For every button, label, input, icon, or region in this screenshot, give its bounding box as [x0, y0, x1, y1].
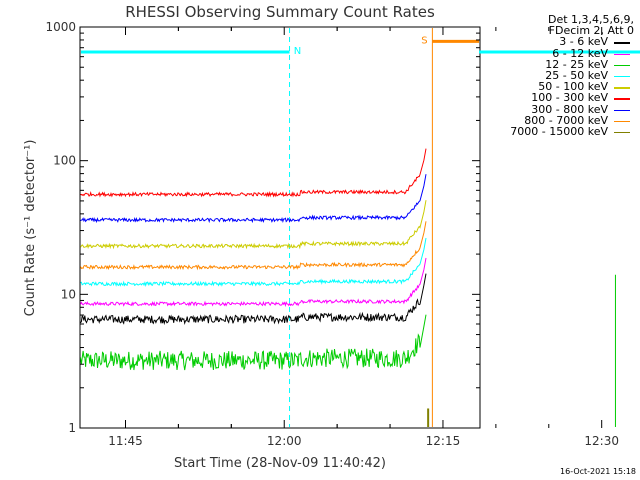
y-tick-label: 10 — [61, 287, 76, 301]
legend: Det 1,3,4,5,6,9, FDecim 2, Att 0 3 - 6 k… — [484, 14, 634, 137]
legend-swatch — [614, 109, 630, 112]
series-3-6-kev-pre — [80, 273, 427, 326]
x-tick-label: 12:00 — [267, 434, 302, 448]
legend-swatch — [614, 75, 630, 78]
y-axis-label: Count Rate (s⁻¹ detector⁻¹) — [23, 140, 38, 317]
flag-label-s: S — [421, 35, 427, 46]
series-25-50-kev-pre — [80, 237, 427, 287]
y-tick-label: 1000 — [45, 20, 76, 34]
legend-item: 3 - 6 keV — [484, 35, 634, 49]
y-tick-label: 1 — [68, 421, 76, 435]
legend-header-1: Det 1,3,4,5,6,9, — [547, 13, 634, 26]
legend-label: 300 - 800 keV — [531, 102, 608, 116]
series-12-25-kev-pre — [80, 314, 427, 371]
legend-swatch — [614, 42, 630, 44]
series-800-7000-kev-pre — [80, 221, 427, 271]
legend-label: 3 - 6 keV — [559, 35, 608, 49]
y-tick-label: 100 — [53, 154, 76, 168]
series-50-100-kev-pre — [80, 200, 427, 250]
legend-swatch — [614, 87, 630, 89]
legend-item: 6 - 12 keV — [484, 46, 634, 60]
legend-label: 12 - 25 keV — [545, 57, 608, 71]
series-300-800-kev-pre — [80, 174, 427, 224]
legend-label: 100 - 300 keV — [531, 91, 608, 105]
legend-rows: 3 - 6 keV 6 - 12 keV 12 - 25 keV 25 - 50 ke… — [484, 36, 634, 137]
flag-label-n: N — [294, 46, 301, 57]
x-axis-label: Start Time (28-Nov-09 11:40:42) — [174, 456, 386, 471]
x-tick-label: 11:45 — [108, 434, 143, 448]
legend-label: 7000 - 15000 keV — [510, 124, 608, 138]
legend-item: 100 - 300 keV — [484, 91, 634, 105]
series-6-12-kev-pre — [80, 257, 427, 308]
legend-item: 50 - 100 keV — [484, 81, 634, 92]
legend-swatch — [614, 98, 630, 100]
legend-item: 25 - 50 keV — [484, 70, 634, 81]
chart-title: RHESSI Observing Summary Count Rates — [125, 3, 435, 21]
timestamp: 16-Oct-2021 15:18 — [560, 467, 636, 476]
legend-label: 800 - 7000 keV — [524, 113, 608, 127]
legend-swatch — [614, 53, 630, 56]
series-100-300-kev-pre — [80, 148, 427, 198]
plot-frame — [79, 26, 481, 429]
legend-label: 6 - 12 keV — [552, 46, 608, 60]
x-tick-label: 12:30 — [584, 434, 619, 448]
legend-item: 300 - 800 keV — [484, 102, 634, 116]
x-tick-label: 12:15 — [426, 434, 461, 448]
legend-swatch — [614, 64, 630, 67]
legend-item: 800 - 7000 keV — [484, 115, 634, 126]
series-layer — [80, 148, 616, 427]
flag-bars: NS — [81, 35, 640, 57]
legend-swatch — [614, 131, 630, 134]
legend-swatch — [614, 120, 630, 123]
legend-header-2: FDecim 2, Att 0 — [548, 24, 634, 38]
legend-label: 25 - 50 keV — [545, 68, 608, 82]
y-axis: 1 10 100 1000 — [45, 20, 480, 435]
legend-label: 50 - 100 keV — [538, 80, 608, 94]
legend-item: 7000 - 15000 keV — [484, 126, 634, 137]
legend-item: 12 - 25 keV — [484, 59, 634, 70]
flag-lines — [289, 28, 433, 427]
